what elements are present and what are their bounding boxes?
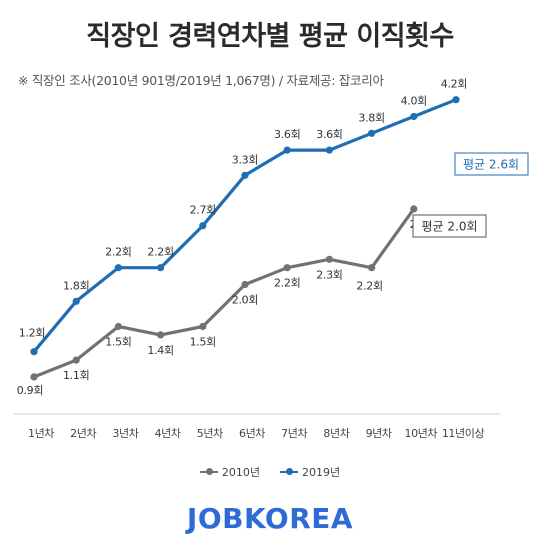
data-label-2019: 1.2회: [19, 327, 45, 340]
data-point-2010: [241, 280, 249, 289]
data-point-2010: [199, 322, 207, 331]
data-label-2010: 2.0회: [232, 294, 258, 307]
data-label-2019: 4.2회: [441, 78, 467, 91]
data-label-2010: 2.2회: [356, 280, 382, 293]
legend-item-2019: 2019년: [280, 464, 340, 480]
x-tick-label: 10년차: [404, 427, 437, 440]
data-label-2010: 1.4회: [147, 344, 173, 357]
x-tick-labels: 1년차 2년차 3년차 4년차 5년차 6년차 7년차 8년차 9년차 10년차 11년이상: [28, 427, 485, 440]
legend-swatch-2010: [199, 468, 218, 475]
data-point-2010: [114, 322, 122, 331]
data-point-2010: [410, 205, 418, 213]
legend-item-2010: 2010년: [199, 464, 260, 480]
data-label-2010: 2.2회: [274, 277, 300, 290]
x-tick-label: 7년차: [281, 427, 307, 440]
x-tick-label: 4년차: [155, 427, 181, 440]
data-label-2019: 3.8회: [358, 111, 384, 124]
data-label-2010: 0.9회: [17, 384, 43, 397]
callout-avg-2019: 평균 2.6회: [454, 152, 529, 176]
data-label-2010: 2.3회: [316, 268, 342, 281]
legend-label-2010: 2010년: [221, 466, 260, 479]
x-tick-label: 6년차: [239, 427, 265, 440]
x-tick-label: 5년차: [197, 427, 223, 440]
x-tick-label: 8년차: [323, 427, 349, 440]
data-label-2010: 1.5회: [190, 336, 216, 349]
data-point-2019: [283, 146, 291, 154]
legend-swatch-2019: [280, 468, 298, 475]
data-point-2010: [368, 264, 376, 272]
chart-title: 직장인 경력연차별 평균 이직횟수: [86, 21, 454, 52]
x-tick-label: 1년차: [28, 427, 54, 440]
x-tick-label: 3년차: [112, 427, 138, 440]
callout-avg-2010: 평균 2.0회: [412, 214, 487, 238]
data-label-2019: 3.6회: [274, 128, 300, 141]
data-label-2019: 2.7회: [190, 204, 216, 217]
data-label-2019: 1.8회: [63, 279, 89, 292]
x-tick-label: 2년차: [70, 427, 96, 440]
data-point-2010: [157, 331, 165, 339]
data-label-2019: 3.3회: [232, 153, 258, 166]
data-point-2019: [325, 146, 333, 154]
chart-legend: 2010년 2019년: [0, 464, 540, 480]
series-line-2019: [32, 98, 458, 354]
data-point-2019: [114, 264, 122, 272]
jobkorea-logo: JOBKOREA: [186, 502, 354, 535]
series-line-2010: [32, 207, 416, 379]
data-point-2019: [157, 264, 165, 272]
data-point-2010: [283, 264, 291, 272]
data-point-2010: [325, 255, 333, 263]
series-2019: 1.2회 1.8회 2.2회 2.2회 2.7회 3.3회 3.6회 3.6회 3.8회 4.0회…: [19, 78, 468, 356]
callout-avg-2019-text: 평균 2.6회: [463, 158, 519, 172]
x-tick-label: 9년차: [366, 427, 392, 440]
data-point-2019: [368, 129, 376, 137]
callout-avg-2010-box: [412, 214, 487, 238]
data-label-2010: 1.5회: [105, 336, 131, 349]
callout-avg-2010-text: 평균 2.0회: [421, 220, 477, 234]
line-chart: 1년차 2년차 3년차 4년차 5년차 6년차 7년차 8년차 9년차 10년차 11년이상 0.9…: [14, 78, 529, 440]
data-point-2019: [72, 297, 80, 305]
legend-label-2019: 2019년: [302, 466, 341, 479]
chart-subtitle: ※ 직장인 조사(2010년 901명/2019년 1,067명) / 자료제공…: [18, 73, 384, 88]
data-point-2019: [452, 96, 460, 104]
data-point-2010: [30, 373, 38, 381]
data-point-2019: [199, 222, 207, 230]
data-point-2019: [30, 348, 38, 356]
data-label-2019: 2.2회: [105, 246, 131, 259]
data-label-2010: 1.1회: [63, 369, 89, 382]
callout-avg-2019-box: [454, 152, 529, 176]
data-label-2019: 3.6회: [316, 128, 342, 141]
data-point-2010: [72, 356, 80, 364]
data-point-2019: [410, 112, 418, 121]
data-point-2019: [241, 171, 249, 179]
data-label-2019: 2.2회: [147, 246, 173, 259]
x-tick-label: 11년이상: [442, 427, 485, 440]
data-label-2019: 4.0회: [401, 95, 427, 108]
